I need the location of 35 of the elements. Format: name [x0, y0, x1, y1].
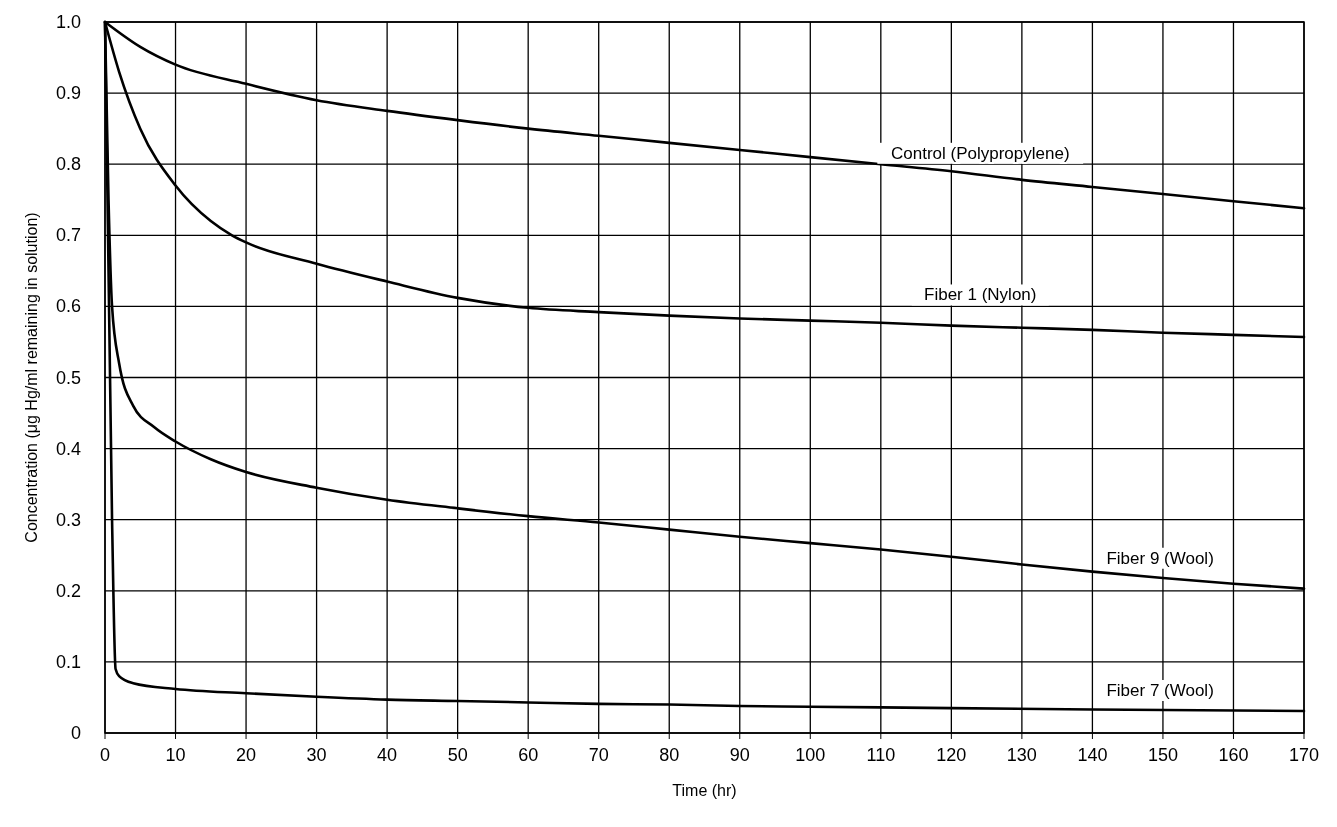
x-tick-label: 20 [236, 745, 257, 765]
y-tick-label: 0 [70, 723, 81, 743]
x-tick-label: 140 [1077, 745, 1108, 765]
y-tick-label: 0.4 [55, 438, 81, 459]
x-axis-title: Time (hr) [672, 782, 737, 799]
x-tick-label: 50 [447, 745, 468, 765]
x-tick-label: 160 [1218, 745, 1249, 765]
x-tick-label: 30 [306, 745, 327, 765]
x-tick-label: 70 [588, 745, 609, 765]
series-label: Fiber 7 (Wool) [1106, 680, 1214, 700]
x-tick-label: 100 [795, 745, 826, 765]
series-label: Fiber 9 (Wool) [1106, 548, 1214, 568]
y-tick-label: 0.2 [55, 580, 81, 601]
x-tick-label: 110 [866, 745, 896, 765]
x-tick-label: 90 [729, 745, 750, 765]
y-tick-label: 0.7 [55, 225, 81, 246]
x-tick-label: 170 [1288, 745, 1320, 765]
y-tick-label: 0.5 [55, 367, 81, 388]
y-tick-label: 0.9 [55, 83, 81, 104]
y-axis-title: Concentration (μg Hg/ml remaining in solution) [23, 212, 40, 543]
x-tick-label: 130 [1006, 745, 1037, 765]
y-tick-label: 0.3 [55, 509, 81, 530]
y-tick-label: 1.0 [55, 12, 81, 32]
y-tick-label: 0.6 [55, 296, 81, 317]
x-tick-label: 40 [377, 745, 398, 765]
x-tick-label: 150 [1147, 745, 1178, 765]
y-tick-label: 0.1 [55, 651, 81, 672]
x-tick-label: 10 [165, 745, 186, 765]
y-tick-label: 0.8 [55, 154, 81, 175]
x-tick-label: 0 [99, 745, 111, 765]
x-tick-label: 120 [936, 745, 967, 765]
series-label: Control (Polypropylene) [890, 143, 1070, 163]
x-tick-label: 80 [659, 745, 680, 765]
x-tick-label: 60 [518, 745, 539, 765]
series-label: Fiber 1 (Nylon) [924, 285, 1037, 305]
